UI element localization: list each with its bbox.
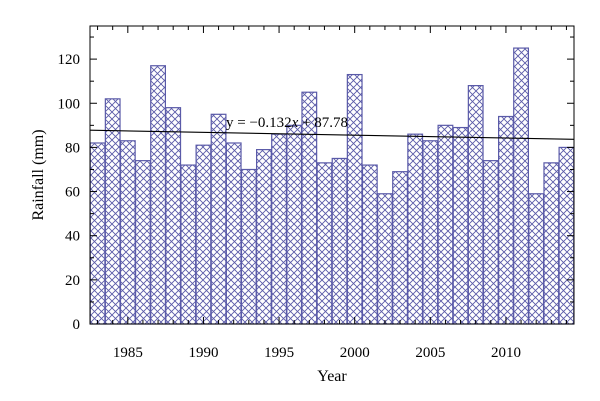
bar-2004 — [407, 133, 424, 325]
bar-1983 — [89, 142, 106, 325]
bar-2010 — [498, 115, 514, 325]
bar-2007 — [452, 126, 469, 325]
x-tick-label: 2010 — [491, 345, 521, 361]
y-axis-title: Rainfall (mm) — [30, 129, 47, 220]
x-tick-label: 1995 — [264, 345, 294, 361]
bar-2013 — [543, 162, 560, 325]
bar-2009 — [482, 160, 499, 325]
trend-equation-label: y = −0.132x + 87.78 — [226, 115, 348, 131]
bar-1996 — [286, 124, 303, 325]
bar-2011 — [513, 47, 529, 325]
x-axis-title: Year — [317, 368, 347, 385]
y-tick-label: 20 — [65, 273, 80, 289]
bar-1988 — [165, 107, 182, 325]
x-tick-label: 2005 — [415, 345, 445, 361]
bar-1984 — [104, 98, 121, 325]
y-tick-label: 100 — [58, 96, 81, 112]
bar-2002 — [377, 193, 393, 325]
bar-1993 — [240, 168, 257, 325]
bar-1985 — [119, 140, 136, 325]
bar-1987 — [150, 65, 166, 325]
bar-2012 — [528, 193, 545, 325]
bar-1992 — [225, 142, 242, 325]
y-tick-label: 80 — [65, 140, 80, 156]
bar-2006 — [437, 124, 454, 325]
bar-2003 — [392, 171, 408, 325]
bar-2005 — [422, 140, 439, 325]
y-tick-label: 60 — [65, 185, 80, 201]
bar-1994 — [256, 149, 272, 325]
y-tick-label: 0 — [73, 317, 81, 333]
bar-1989 — [180, 164, 197, 325]
x-tick-label: 1990 — [188, 345, 218, 361]
axes-group: 0 20 40 60 80 100 120 1985 1990 1995 2000 2005 2010 — [58, 26, 574, 361]
bar-1998 — [316, 162, 333, 325]
bar-1991 — [210, 113, 227, 325]
bars-group — [89, 47, 575, 325]
x-tick-label: 1985 — [113, 345, 143, 361]
plot-frame — [89, 25, 575, 325]
bar-1986 — [135, 160, 151, 325]
bar-1990 — [195, 144, 212, 325]
y-tick-label: 120 — [58, 52, 81, 68]
bar-2008 — [467, 84, 484, 325]
bar-2000 — [346, 73, 363, 325]
bar-1999 — [331, 157, 348, 325]
y-tick-label: 40 — [65, 229, 80, 245]
bar-1995 — [271, 133, 287, 325]
bar-2001 — [361, 164, 378, 325]
x-tick-label: 2000 — [340, 345, 370, 361]
trend-line — [90, 129, 574, 140]
